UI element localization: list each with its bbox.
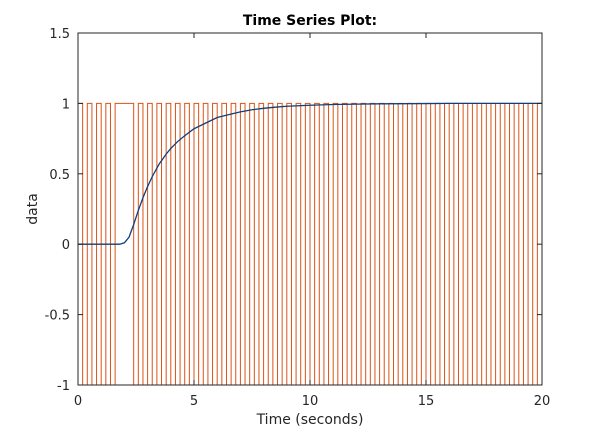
y-tick-label: 1.5	[49, 27, 70, 42]
y-tick-label: 0.5	[49, 168, 70, 183]
y-tick-label: 1	[62, 97, 70, 112]
x-tick-label: 0	[74, 394, 82, 409]
y-tick-label: 0	[62, 238, 70, 253]
y-tick-label: -1	[57, 379, 70, 394]
x-axis-title: Time (seconds)	[256, 412, 364, 428]
y-tick-label: -0.5	[45, 309, 70, 324]
square-wave-line	[78, 103, 542, 385]
x-tick-label: 15	[418, 394, 435, 409]
x-tick-label: 5	[190, 394, 198, 409]
x-tick-label: 10	[302, 394, 319, 409]
y-axis-title: data	[25, 193, 41, 225]
plot-area: 0 5 10 15 20 -1 -0.5 0 0.5 1 1.5	[45, 27, 551, 409]
x-tick-label: 20	[534, 394, 551, 409]
chart-title: Time Series Plot:	[243, 13, 377, 29]
